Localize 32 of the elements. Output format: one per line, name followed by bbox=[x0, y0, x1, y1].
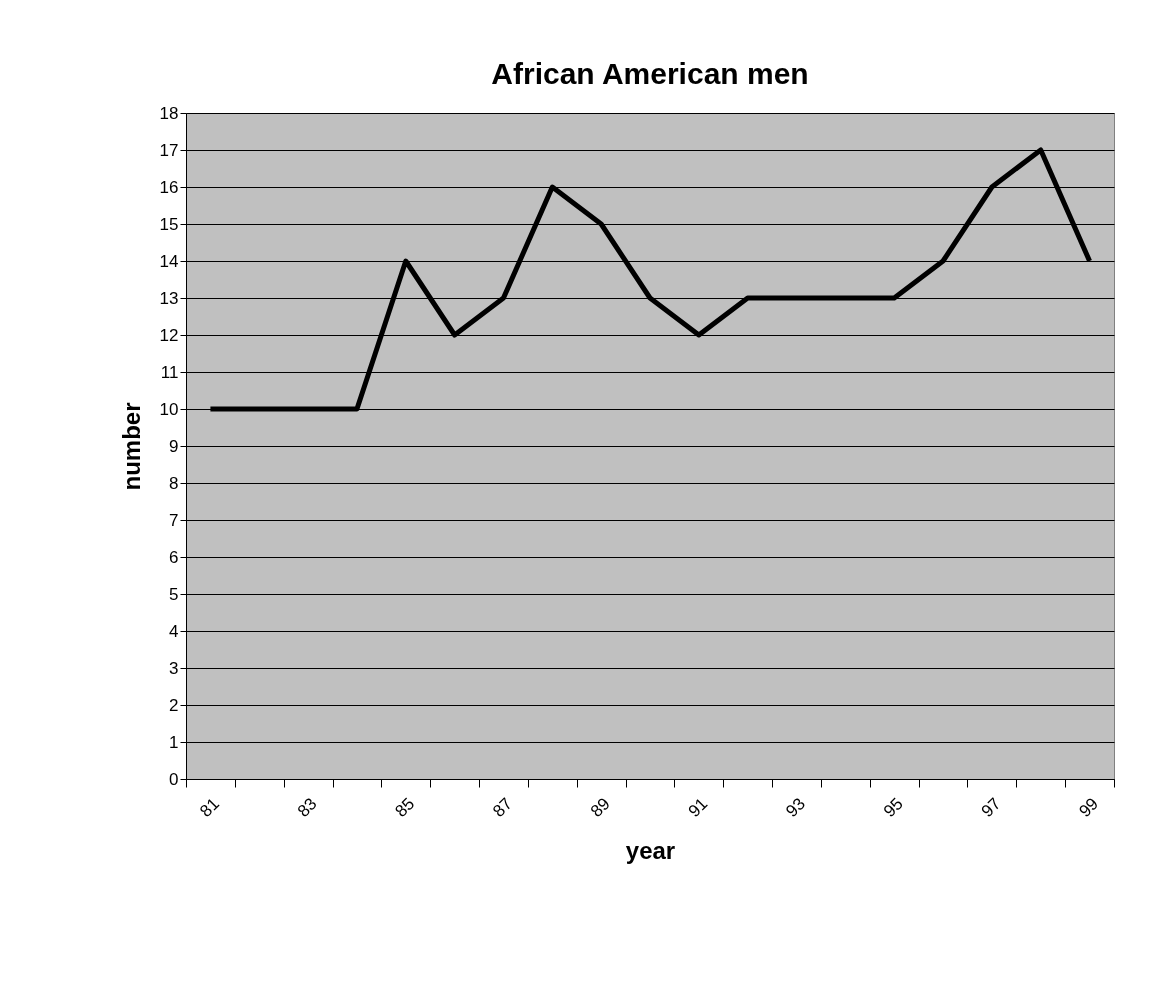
y-tick-label: 3 bbox=[169, 658, 179, 678]
x-tick-label: 81 bbox=[196, 794, 223, 821]
y-tick-label: 17 bbox=[159, 140, 179, 160]
y-tick-label: 4 bbox=[169, 621, 179, 641]
y-tick-label: 13 bbox=[159, 288, 179, 308]
y-tick-label: 15 bbox=[159, 214, 179, 234]
x-tick-label: 91 bbox=[684, 794, 712, 821]
x-tick-label: 85 bbox=[391, 794, 419, 821]
x-tick-label: 97 bbox=[977, 794, 1005, 821]
x-tick-label: 83 bbox=[293, 794, 321, 821]
y-tick-label: 16 bbox=[159, 177, 179, 197]
y-tick-label: 7 bbox=[169, 510, 179, 530]
chart-title: African American men bbox=[491, 57, 809, 90]
x-tick-label: 87 bbox=[489, 794, 516, 821]
y-tick-label: 12 bbox=[159, 325, 179, 345]
y-tick-label: 9 bbox=[169, 436, 179, 456]
x-tick-label: 99 bbox=[1075, 794, 1103, 821]
x-tick-label: 95 bbox=[879, 794, 907, 821]
x-axis-title: year bbox=[625, 837, 676, 865]
y-tick-label: 2 bbox=[169, 695, 179, 715]
y-tick-label: 11 bbox=[160, 362, 179, 382]
y-tick-label: 6 bbox=[169, 547, 179, 567]
y-tick-label: 10 bbox=[159, 399, 179, 419]
y-tick-label: 18 bbox=[159, 103, 179, 123]
y-tick-label: 14 bbox=[159, 251, 179, 271]
x-tick-label: 93 bbox=[782, 794, 810, 821]
y-axis-title: number bbox=[117, 402, 145, 491]
y-tick-label: 5 bbox=[169, 584, 179, 604]
y-tick-label: 0 bbox=[169, 769, 179, 789]
x-tick-label: 89 bbox=[586, 794, 614, 821]
y-tick-label: 1 bbox=[169, 732, 179, 752]
y-tick-label: 8 bbox=[169, 473, 179, 493]
